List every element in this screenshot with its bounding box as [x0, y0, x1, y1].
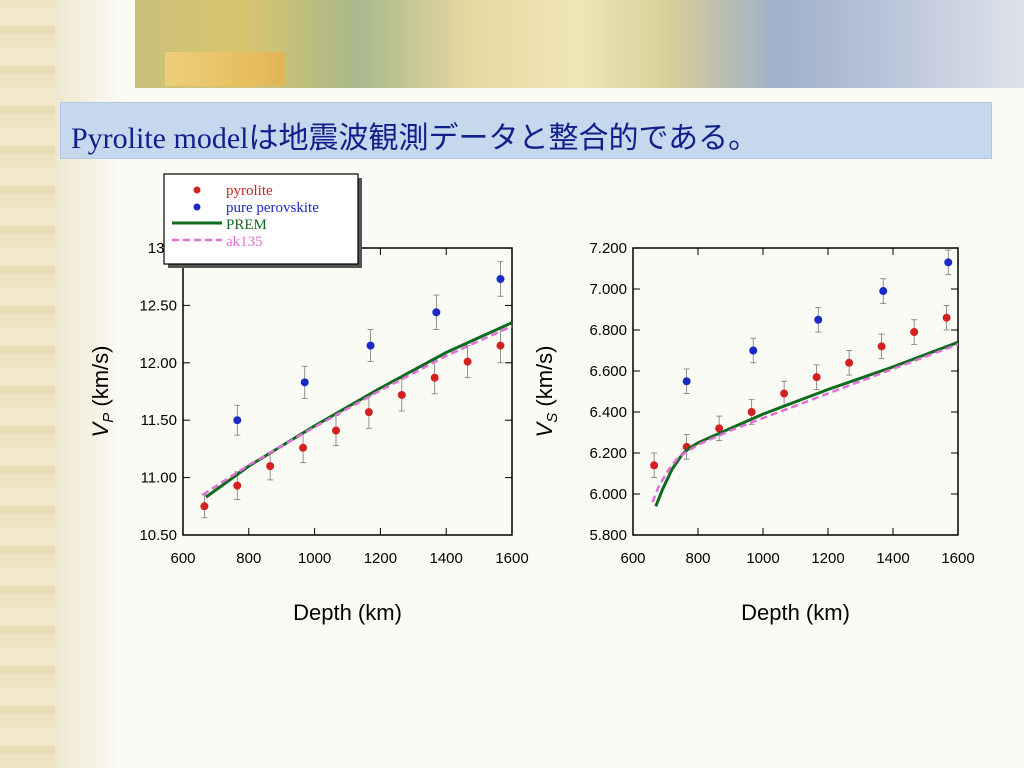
vs-pyrolite-point — [650, 461, 659, 470]
chart-vp-depth: 600 800 1000 1200 1400 1600 10.50 11.00 11.50 12.… — [88, 240, 529, 625]
banner-accent-strip — [165, 52, 285, 86]
vp-pyrolite-point — [266, 462, 275, 471]
vs-y-tick-label: 7.200 — [589, 240, 627, 257]
vs-x-tick-label: 1200 — [811, 550, 844, 567]
vs-y-tick-label: 6.200 — [589, 445, 627, 462]
vs-prem-line — [654, 340, 959, 507]
vp-pure-perovskite-point — [432, 308, 441, 317]
vs-pyrolite-point — [715, 424, 724, 433]
legend-marker-pure-perovskite — [193, 203, 201, 211]
chart-vs-depth: 600 800 1000 1200 1400 1600 5.800 6.000 6.200 6.4… — [532, 240, 975, 625]
vp-pyrolite-point — [299, 443, 308, 452]
vs-y-tick-label: 6.400 — [589, 404, 627, 421]
vs-pyrolite-point — [812, 373, 821, 382]
vs-pyrolite-point — [845, 358, 854, 367]
vp-y-tick-label: 11.50 — [141, 412, 177, 429]
vp-pure-perovskite-point — [496, 274, 505, 283]
vp-y-tick-label: 10.50 — [139, 527, 177, 544]
vs-y-tick-label: 6.000 — [589, 486, 627, 503]
vp-pure-perovskite-point — [300, 378, 309, 387]
vp-x-tick-label: 800 — [236, 550, 261, 567]
vp-pyrolite-point — [331, 426, 340, 435]
paper-texture-background — [0, 0, 55, 768]
vs-pure-perovskite-point — [944, 258, 953, 267]
vp-pyrolite-point — [463, 357, 472, 366]
vs-y-tick-label: 6.800 — [589, 322, 627, 339]
vs-y-tick-label: 5.800 — [589, 527, 627, 544]
vp-x-tick-label: 1000 — [298, 550, 331, 567]
vs-pyrolite-point — [780, 389, 789, 398]
vp-x-axis-label: Depth (km) — [293, 600, 402, 625]
legend-label-pure-perovskite: pure perovskite — [226, 200, 319, 216]
vs-pure-perovskite-point — [814, 315, 823, 324]
decorative-banner-image — [135, 0, 1024, 88]
title-box: Pyrolite modelは地震波観測データと整合的である。 — [60, 102, 992, 159]
vp-y-tick-label: 11.00 — [141, 470, 177, 487]
vs-x-tick-label: 1600 — [941, 550, 974, 567]
vp-pyrolite-point — [364, 408, 373, 417]
vp-plot-frame — [182, 247, 513, 536]
vs-pure-perovskite-point — [682, 377, 691, 386]
vp-pure-perovskite-point — [233, 416, 242, 425]
vs-x-tick-label: 600 — [620, 550, 645, 567]
vp-pyrolite-point — [200, 502, 209, 511]
legend-label-pyrolite: pyrolite — [226, 183, 273, 199]
vp-y-axis-label: VP (km/s) — [88, 346, 117, 438]
vs-plot-frame — [632, 247, 959, 536]
legend-label-ak135: ak135 — [226, 234, 263, 250]
vs-pure-perovskite-point — [749, 346, 758, 355]
vp-y-tick-label: 12.50 — [139, 297, 177, 314]
vs-pyrolite-point — [877, 342, 886, 351]
vp-x-tick-label: 1400 — [430, 550, 463, 567]
vs-y-axis-label: VS (km/s) — [532, 346, 561, 438]
vp-pyrolite-point — [430, 373, 439, 382]
vs-y-tick-label: 7.000 — [589, 281, 627, 298]
vs-pyrolite-point — [910, 328, 919, 337]
vp-pure-perovskite-point — [366, 341, 375, 350]
vs-pyrolite-point — [942, 313, 951, 322]
vs-pyrolite-point — [747, 408, 756, 416]
vp-pyrolite-point — [397, 390, 406, 399]
vs-ak135-line — [651, 343, 959, 503]
slide-title: Pyrolite modelは地震波観測データと整合的である。 — [71, 122, 759, 155]
vp-x-tick-label: 1200 — [364, 550, 397, 567]
vp-ak135-line — [202, 324, 513, 496]
vp-pyrolite-point — [233, 481, 242, 490]
vp-pyrolite-point — [496, 341, 505, 350]
vs-y-tick-label: 6.600 — [589, 363, 627, 380]
vp-x-tick-label: 600 — [170, 550, 195, 567]
vs-pure-perovskite-point — [879, 287, 888, 296]
vs-x-axis-label: Depth (km) — [741, 600, 850, 625]
vp-y-tick-label: 12.00 — [139, 355, 177, 372]
vs-x-tick-label: 800 — [685, 550, 710, 567]
vs-x-tick-label: 1400 — [876, 550, 909, 567]
legend-label-prem: PREM — [226, 217, 267, 233]
vp-prem-line — [205, 321, 513, 499]
vp-x-tick-label: 1600 — [495, 550, 528, 567]
vs-x-tick-label: 1000 — [746, 550, 779, 567]
legend-marker-pyrolite — [193, 186, 201, 194]
